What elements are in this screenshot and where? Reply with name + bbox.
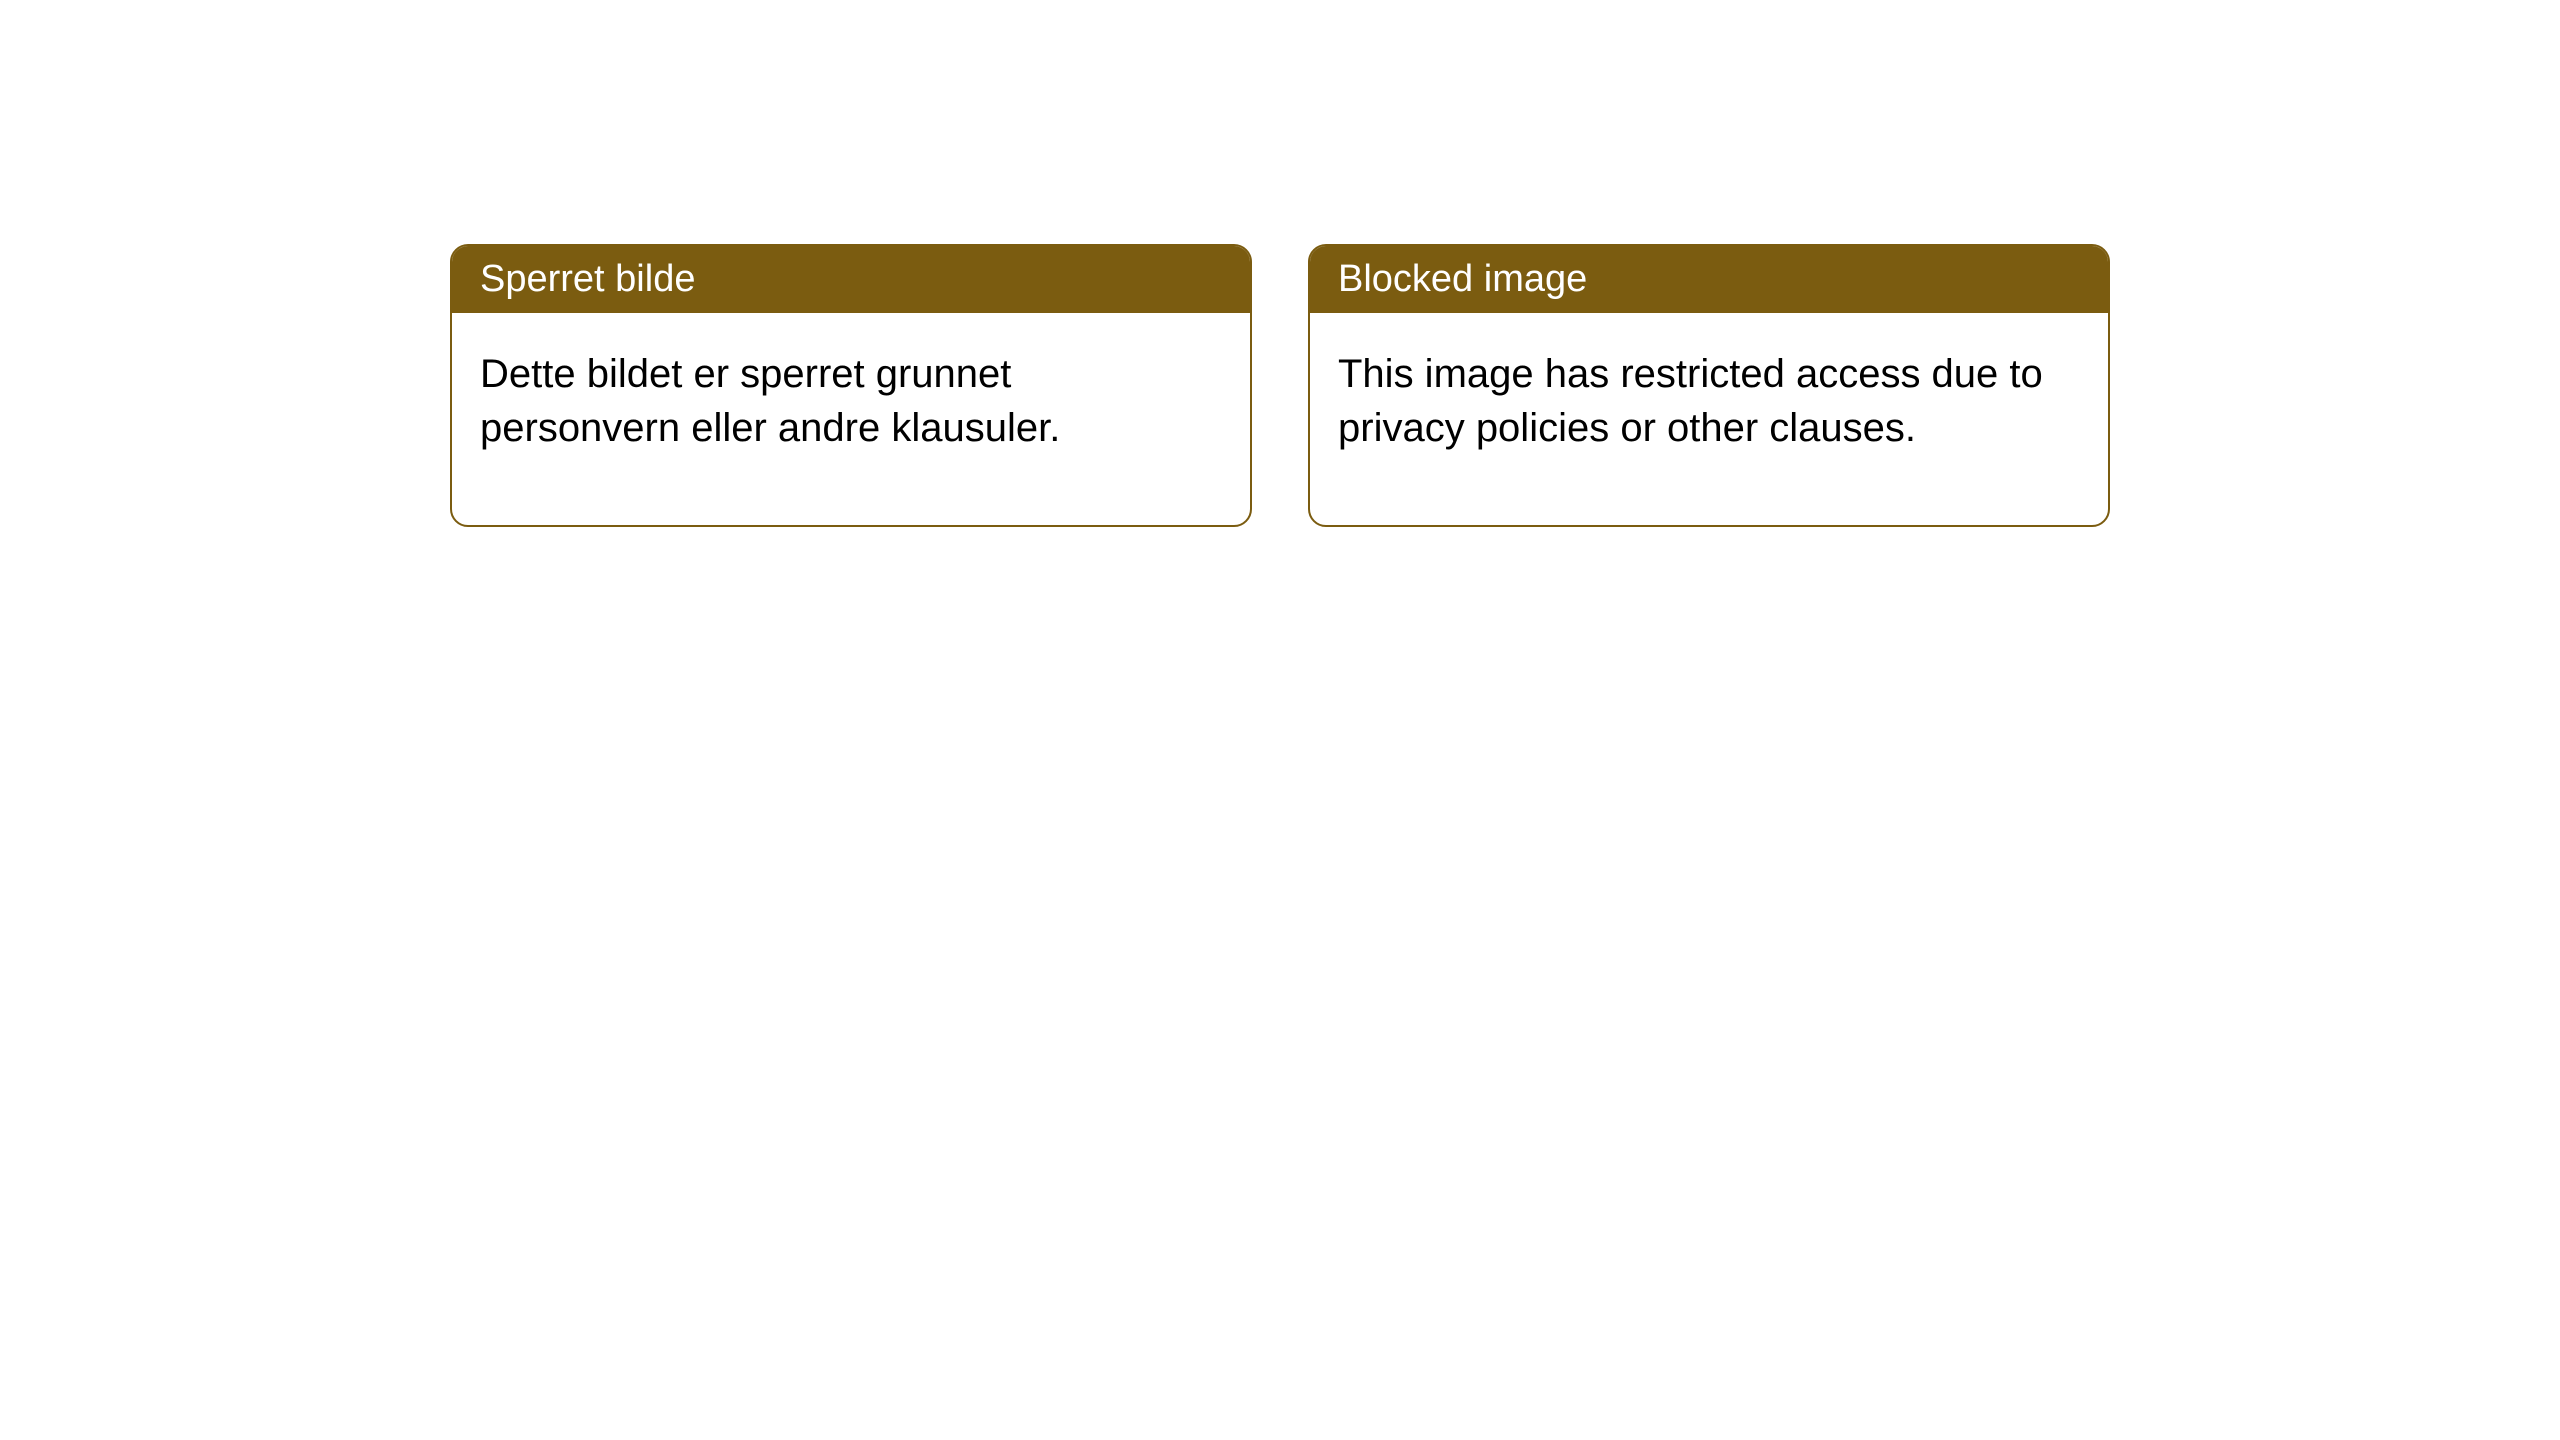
notice-card-norwegian: Sperret bilde Dette bildet er sperret gr… [450,244,1252,527]
notice-cards-container: Sperret bilde Dette bildet er sperret gr… [450,244,2110,527]
notice-card-title: Blocked image [1310,246,2108,313]
notice-card-body: This image has restricted access due to … [1310,313,2108,525]
notice-card-english: Blocked image This image has restricted … [1308,244,2110,527]
notice-card-title: Sperret bilde [452,246,1250,313]
notice-card-body: Dette bildet er sperret grunnet personve… [452,313,1250,525]
